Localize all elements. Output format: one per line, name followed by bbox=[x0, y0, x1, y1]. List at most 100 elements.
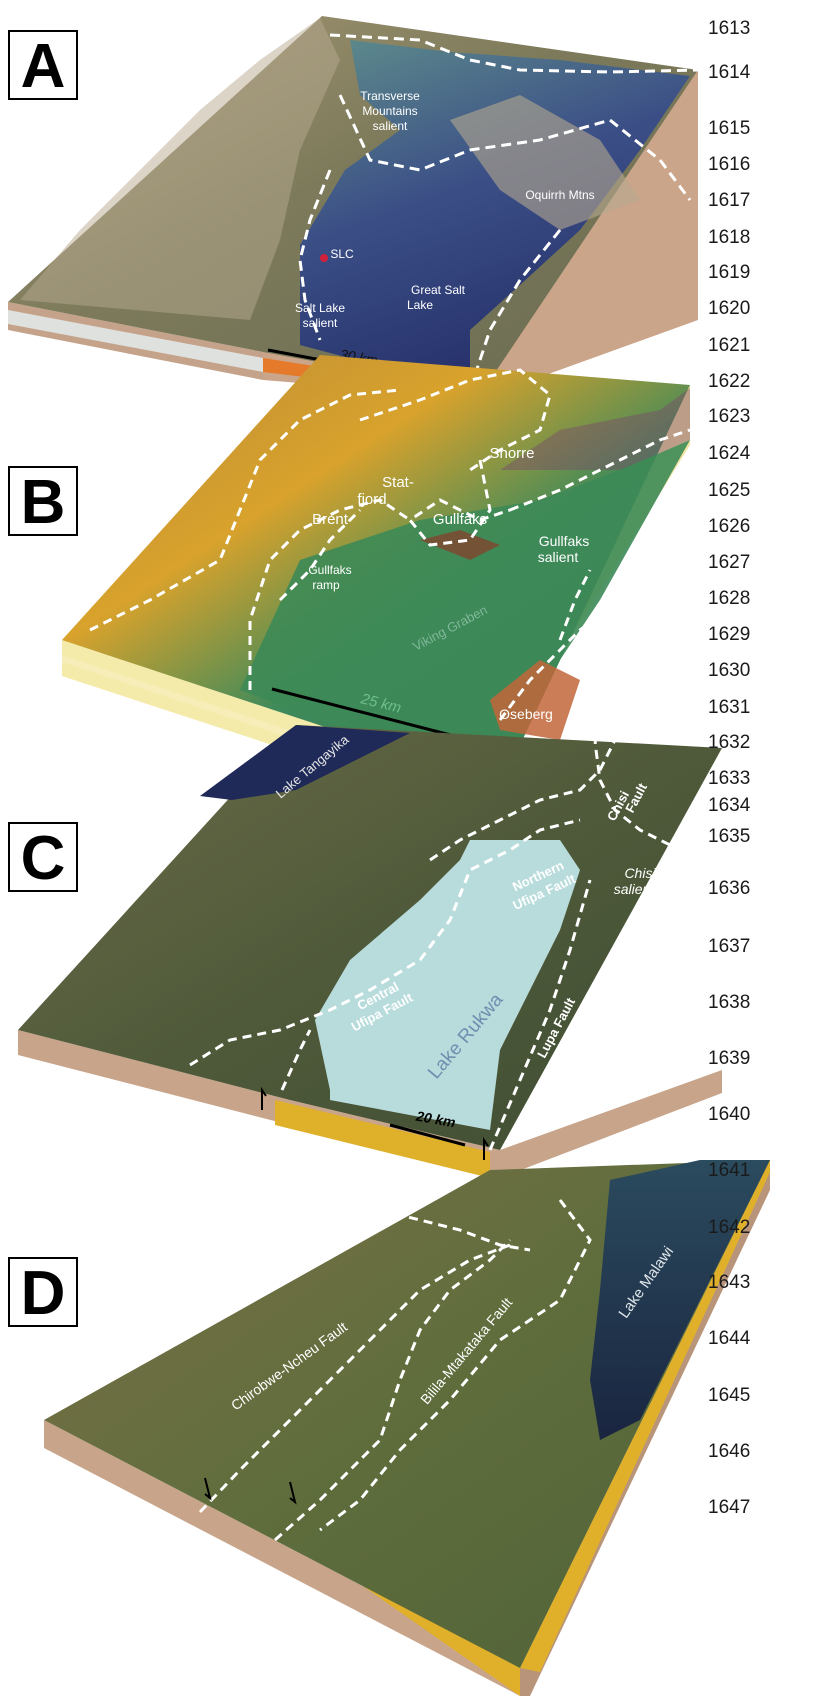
panel-d-bilila-fault bbox=[274, 1238, 512, 1542]
panel-b-gullfaks-salient-2: salient bbox=[538, 549, 579, 565]
line-number: 1642 bbox=[708, 1217, 751, 1238]
panel-label-a: A bbox=[8, 30, 78, 101]
panel-b-boundary-oseberg bbox=[498, 613, 601, 721]
line-number: 1633 bbox=[708, 768, 751, 789]
panel-a-mountains bbox=[20, 18, 340, 320]
panel-a-slc-label: SLC bbox=[330, 247, 354, 261]
line-number: 1639 bbox=[708, 1048, 751, 1069]
panel-b-boundary-ramp bbox=[278, 508, 362, 602]
panel-d-chirobwe-fault bbox=[198, 1243, 511, 1514]
line-number: 1637 bbox=[708, 936, 751, 957]
panel-a-boundary-transverse bbox=[338, 94, 692, 201]
panel-d-lake-malawi bbox=[590, 1160, 770, 1440]
line-number: 1614 bbox=[708, 62, 751, 83]
line-number: 1645 bbox=[708, 1385, 751, 1406]
line-number: 1619 bbox=[708, 262, 751, 283]
panel-a-strata bbox=[8, 310, 263, 372]
panel-a-gsl-label-2: Lake bbox=[407, 298, 433, 312]
panel-b-oseberg-label: Oseberg bbox=[499, 706, 553, 722]
line-number: 1621 bbox=[708, 335, 751, 356]
panel-c-lake-rukwa bbox=[315, 840, 580, 1130]
line-number: 1627 bbox=[708, 552, 751, 573]
panel-label-d: D bbox=[8, 1257, 78, 1328]
panel-c-fill bbox=[275, 1100, 490, 1178]
panel-c-top bbox=[18, 725, 722, 1150]
line-number: 1646 bbox=[708, 1441, 751, 1462]
panel-a-boundary-east bbox=[468, 229, 562, 391]
line-number: 1623 bbox=[708, 406, 751, 427]
panel-b-boundary-graben bbox=[248, 498, 411, 690]
panel-b-viking-graben bbox=[240, 440, 690, 765]
panel-b-snorre-label: Snorre bbox=[489, 445, 534, 462]
panel-b-brent-label: Brent bbox=[312, 511, 349, 528]
panel-b-boundary-brent bbox=[89, 388, 401, 632]
panel-c-fault-arrow-right bbox=[483, 1136, 489, 1160]
panel-c-chisi-boundary bbox=[594, 749, 681, 852]
line-number: 1628 bbox=[708, 588, 751, 609]
panel-d-base-left bbox=[44, 1420, 520, 1696]
line-number: 1617 bbox=[708, 190, 751, 211]
panel-b-gullfaks-label: Gullfaks bbox=[433, 511, 487, 528]
line-number: 1613 bbox=[708, 18, 751, 39]
line-number: 1629 bbox=[708, 624, 751, 645]
line-number: 1626 bbox=[708, 516, 751, 537]
panel-c-base bbox=[18, 1030, 722, 1178]
panel-b-gullfaks-ramp-2: ramp bbox=[312, 578, 340, 592]
line-number: 1643 bbox=[708, 1272, 751, 1293]
line-number: 1620 bbox=[708, 298, 751, 319]
panel-label-c: C bbox=[8, 822, 78, 893]
panel-b-boundary-gullfaks bbox=[407, 459, 511, 547]
line-number: 1615 bbox=[708, 118, 751, 139]
panel-d: Chirobwe-Ncheu Fault Bilila-Mtakataka Fa… bbox=[44, 1160, 770, 1696]
line-number: 1635 bbox=[708, 826, 751, 847]
line-number: 1641 bbox=[708, 1160, 751, 1181]
panel-b-east-high bbox=[500, 388, 690, 470]
panel-b-gullfaks-ramp-1: Gullfaks bbox=[308, 563, 351, 577]
panel-c-scale-label: 20 km bbox=[414, 1108, 457, 1131]
panel-c-scale-bar bbox=[389, 1123, 466, 1147]
line-number: 1624 bbox=[708, 443, 751, 464]
panel-b-boundary-oseberg-2 bbox=[558, 569, 592, 641]
panel-b-statfjord-label-1: Stat- bbox=[382, 474, 414, 491]
line-number: 1632 bbox=[708, 732, 751, 753]
panel-b-gullfaks-high bbox=[420, 530, 500, 560]
panel-b-statfjord-label-2: fjord bbox=[357, 491, 386, 508]
panel-a: Transverse Mountains salient Oquirrh Mtn… bbox=[8, 16, 699, 398]
panel-c-central-ufipa-fault bbox=[189, 818, 581, 1067]
panel-c-chisi-salient-1: Chisi bbox=[624, 865, 656, 881]
panel-a-saltlake-salient-2: salient bbox=[303, 316, 338, 330]
line-number: 1634 bbox=[708, 795, 751, 816]
panel-a-transverse-label-2: Mountains bbox=[362, 104, 417, 118]
panel-a-gsl-label-1: Great Salt bbox=[411, 283, 466, 297]
panel-d-fault-arrow-right bbox=[289, 1481, 297, 1505]
panel-a-transverse-label-3: salient bbox=[373, 119, 408, 133]
panel-b-oseberg-high bbox=[490, 660, 580, 740]
panel-d-upper-boundary bbox=[379, 1208, 531, 1252]
line-number: 1636 bbox=[708, 878, 751, 899]
panel-d-terrain bbox=[44, 1160, 770, 1668]
panel-c-lupa-fault bbox=[488, 879, 592, 1151]
panel-a-boundary-north bbox=[329, 33, 699, 74]
panel-a-transverse-label-1: Transverse bbox=[360, 89, 420, 103]
line-number: 1647 bbox=[708, 1497, 751, 1518]
line-number: 1644 bbox=[708, 1328, 751, 1349]
panel-a-lake bbox=[300, 40, 690, 390]
line-number: 1622 bbox=[708, 371, 751, 392]
panel-b-boundary-statfjord bbox=[359, 368, 552, 472]
panel-a-slc-marker bbox=[320, 254, 328, 262]
panel-c-fault-arrow-left bbox=[261, 1086, 267, 1110]
panel-a-boundary-saltlake bbox=[298, 169, 332, 341]
panel-b-boundary-east bbox=[509, 428, 691, 512]
panel-c-chisi-salient-2: salient bbox=[614, 881, 656, 897]
line-number: 1616 bbox=[708, 154, 751, 175]
panel-d-fill-right bbox=[520, 1160, 770, 1672]
panel-d-east-boundary bbox=[319, 1199, 592, 1532]
line-number: 1618 bbox=[708, 227, 751, 248]
panel-label-b: B bbox=[8, 466, 78, 537]
line-number: 1638 bbox=[708, 992, 751, 1013]
panel-a-oquirrh-range bbox=[450, 95, 640, 230]
line-number: 1631 bbox=[708, 697, 751, 718]
panel-a-saltlake-salient-1: Salt Lake bbox=[295, 301, 345, 315]
line-number: 1640 bbox=[708, 1104, 751, 1125]
